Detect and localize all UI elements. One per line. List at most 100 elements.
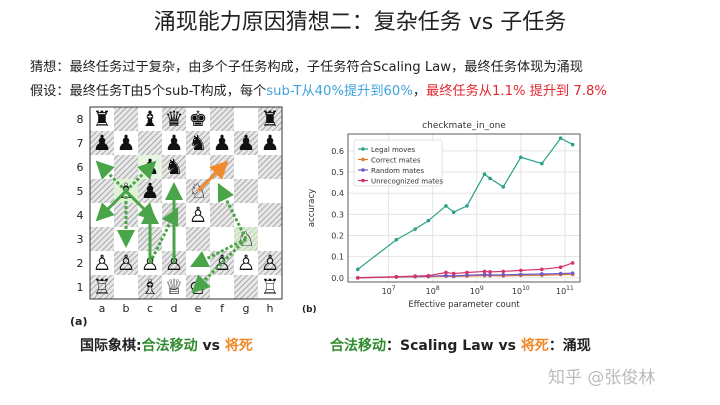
board-square <box>138 275 162 299</box>
data-point <box>482 272 487 277</box>
board-square <box>186 107 210 131</box>
x-tick-label: 1010 <box>512 285 530 296</box>
chess-piece: ♟ <box>93 131 112 155</box>
file-label: h <box>267 302 274 315</box>
plot-frame <box>347 133 581 283</box>
y-tick-label: 0.6 <box>331 147 344 156</box>
chess-piece: ♟ <box>117 131 136 155</box>
rank-label: 5 <box>77 185 84 198</box>
x-axis-label: Effective parameter count <box>408 300 520 310</box>
legend-marker <box>361 178 365 183</box>
data-point <box>482 269 487 274</box>
chess-piece: ♜ <box>93 107 112 131</box>
series-line <box>357 137 573 270</box>
board-square <box>114 107 138 131</box>
board-square <box>258 275 282 299</box>
data-point <box>540 161 544 166</box>
data-point <box>444 273 448 278</box>
scaling-caption: 合法移动：Scaling Law vs 将死：涌现 <box>330 335 591 355</box>
board-square <box>210 107 234 131</box>
zhihu-watermark: 知乎 @张俊林 <box>548 368 656 388</box>
legend-marker <box>361 168 365 172</box>
move-arrow <box>189 237 247 268</box>
file-label: b <box>123 302 130 315</box>
chess-piece: ♟ <box>261 131 280 155</box>
board-square <box>90 131 114 155</box>
chess-piece: ♜ <box>261 107 280 131</box>
panel-label: (a) <box>70 315 87 328</box>
data-point <box>501 269 506 274</box>
chess-piece: ♖ <box>261 275 280 299</box>
y-tick-label: 0.5 <box>331 168 344 177</box>
move-arrow <box>124 160 157 193</box>
chess-board-figure: 87654321abcdefgh(a)♜♝♛♚♜♟♟♟♞♟♟♟♟♞♗♟♘♙♙♙♙… <box>68 103 298 333</box>
file-label: e <box>195 302 202 315</box>
board-square <box>90 275 114 299</box>
data-point <box>465 273 469 278</box>
data-point <box>558 136 563 141</box>
board-square <box>234 107 258 131</box>
data-point <box>540 272 544 276</box>
move-arrow <box>148 206 179 264</box>
board-square <box>234 251 258 275</box>
chess-piece: ♗ <box>141 275 160 299</box>
file-label: c <box>147 302 153 315</box>
y-tick-label: 0.4 <box>331 189 344 198</box>
chess-piece: ♙ <box>93 251 112 275</box>
chess-piece: ♞ <box>189 131 208 155</box>
data-point <box>465 270 469 275</box>
legend-marker <box>361 157 365 162</box>
legend-marker <box>361 147 365 151</box>
data-point <box>570 261 575 265</box>
board-square <box>234 131 258 155</box>
chart-svg: checkmate_in_one 0.0 0.1 0.2 0.3 0.4 0.5 0.6 107… <box>302 121 581 315</box>
final-task-improvement: 最终任务从1.1% 提升到 7.8% <box>426 84 607 99</box>
move-arrow <box>95 160 128 193</box>
board-square <box>114 251 138 275</box>
chess-piece: ♟ <box>237 131 256 155</box>
chess-piece: ♕ <box>165 275 184 299</box>
legend-label: Unrecognized mates <box>371 177 443 185</box>
data-point <box>558 271 563 276</box>
legend-label: Legal moves <box>371 146 416 154</box>
caption-scaling-law: ：Scaling Law vs <box>386 338 521 354</box>
data-point <box>488 176 492 181</box>
board-square <box>90 251 114 275</box>
move-arrow <box>217 182 248 240</box>
file-label: a <box>99 302 106 315</box>
rank-label: 2 <box>77 257 84 270</box>
file-label: d <box>171 302 178 315</box>
board-square <box>210 275 234 299</box>
data-point <box>488 273 492 277</box>
board-square <box>162 155 186 179</box>
data-point <box>426 218 431 223</box>
chess-piece: ♟ <box>141 179 160 203</box>
board-square <box>258 203 282 227</box>
board-square <box>258 179 282 203</box>
board-square <box>258 155 282 179</box>
x-tick-label: 109 <box>470 285 484 296</box>
chess-piece: ♖ <box>93 275 112 299</box>
chess-piece: ♙ <box>189 203 208 227</box>
chess-piece: ♞ <box>165 155 184 179</box>
x-tick-label: 107 <box>382 285 396 296</box>
data-point <box>570 142 575 147</box>
board-square <box>234 155 258 179</box>
data-point <box>540 267 544 272</box>
caption-checkmate-2: 将死 <box>520 338 549 354</box>
legend-box <box>353 139 443 187</box>
mate-arrow <box>196 160 229 193</box>
chess-board: 87654321abcdefgh(a)♜♝♛♚♜♟♟♟♞♟♟♟♟♞♗♟♘♙♙♙♙… <box>70 106 283 328</box>
board-square <box>186 155 210 179</box>
board-square <box>90 227 114 251</box>
assumption-prefix: 假设：最终任务T由5个sub-T构成，每个 <box>30 84 267 99</box>
rank-label: 4 <box>77 209 84 222</box>
data-point <box>413 227 417 231</box>
board-square <box>258 131 282 155</box>
file-label: g <box>243 302 250 315</box>
board-square <box>138 131 162 155</box>
chess-piece: ♙ <box>213 251 232 275</box>
caption-checkmate: 将死 <box>224 338 253 354</box>
x-tick-label: 108 <box>426 285 440 296</box>
rank-label: 6 <box>77 161 84 174</box>
